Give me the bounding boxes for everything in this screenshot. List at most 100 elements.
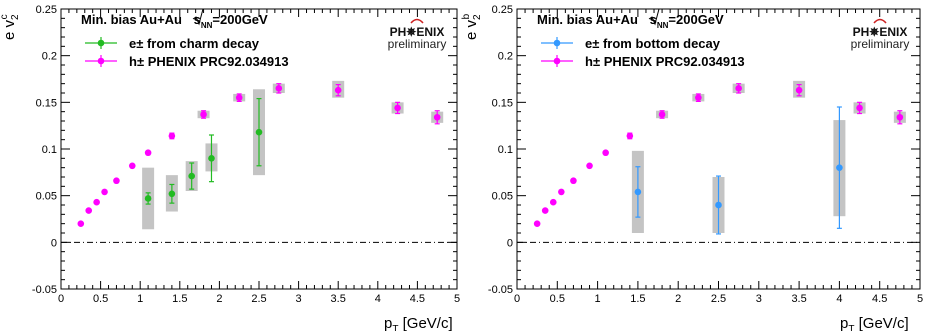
y-axis-label-sup: b: [461, 13, 472, 19]
y-axis-label: e v2b: [461, 13, 483, 40]
legend-label: h± PHENIX PRC92.034913: [129, 54, 289, 69]
y-tick-label: 0.25: [492, 4, 513, 16]
y-tick-label: 0: [507, 237, 513, 249]
sqrt-radical-icon: [648, 8, 685, 26]
y-tick-label: 0.15: [36, 97, 57, 109]
data-point: [533, 220, 541, 227]
legend-header-sqrt-sub: NN: [201, 21, 213, 30]
x-tick-label: 2.5: [711, 293, 726, 305]
data-point: [715, 201, 722, 209]
x-tick-label: 3: [296, 293, 302, 305]
data-point: [735, 85, 742, 92]
y-tick-label: 0.1: [42, 144, 57, 156]
x-tick-label: 2: [216, 293, 222, 305]
y-axis-label-main: e v: [463, 19, 480, 40]
plot-frame: [516, 8, 921, 290]
data-point: [549, 198, 557, 206]
y-tick-label: 0.2: [42, 51, 57, 63]
data-point: [658, 111, 666, 118]
legend-header-prefix: Min. bias Au+Au: [81, 12, 186, 27]
x-tick-label: 3.5: [331, 293, 346, 305]
legend-label: h± PHENIX PRC92.034913: [585, 54, 745, 69]
x-tick-label: 0.5: [93, 293, 108, 305]
phenix-logo: PH✵ENIX: [853, 25, 908, 39]
legend-marker-icon: [97, 39, 105, 47]
x-axis-label-main: p: [384, 315, 392, 331]
x-tick-label: 4.5: [872, 293, 887, 305]
data-point: [836, 164, 843, 171]
data-point: [558, 188, 565, 196]
x-axis-label-rest: [GeV/c]: [398, 315, 452, 331]
data-point: [602, 149, 609, 157]
legend-header-suffix: =200GeV: [212, 12, 268, 27]
x-tick-label: 0: [514, 293, 520, 305]
y-axis-label: e v2c: [0, 14, 21, 40]
x-axis-label: pT [GeV/c]: [384, 315, 453, 331]
data-point: [586, 162, 593, 170]
legend-marker-icon: [97, 57, 105, 65]
x-tick-label: 4.5: [410, 293, 425, 305]
data-point: [77, 220, 85, 227]
chart-panel-charm: 0 0.5 1 1.5 2 2.5 3 3.5 4 4.5 5-0.0500.050.10.150.…: [0, 4, 460, 331]
data-point: [200, 111, 207, 118]
x-tick-label: 0: [58, 293, 64, 305]
legend-header-suffix: =200GeV: [668, 12, 724, 27]
x-axis-label: pT [GeV/c]: [840, 315, 909, 331]
y-tick-label: 0: [51, 237, 57, 249]
data-point: [541, 207, 549, 214]
x-tick-label: 1.5: [630, 293, 645, 305]
data-point: [255, 128, 263, 136]
data-point: [208, 155, 215, 162]
legend-header: Min. bias Au+Au sNN=200GeV: [537, 12, 724, 30]
data-point: [235, 94, 243, 101]
phenix-logo: PH✵ENIX: [390, 25, 445, 39]
data-point: [856, 104, 863, 112]
phenix-arc-icon: [410, 18, 424, 24]
y-axis-label-sub: 2: [10, 14, 21, 20]
legend-marker-icon: [553, 39, 561, 47]
data-point: [570, 177, 577, 185]
data-point: [394, 104, 401, 112]
data-point: [795, 86, 803, 94]
legend-header-sqrt-sub: NN: [657, 21, 669, 30]
x-tick-label: 1: [137, 293, 143, 305]
legend-label: e± from charm decay: [129, 36, 260, 51]
x-axis-label-main: p: [840, 315, 848, 331]
y-tick-label: 0.05: [492, 191, 513, 203]
x-tick-label: 1.5: [172, 293, 187, 305]
legend-header-prefix: Min. bias Au+Au: [537, 12, 642, 27]
y-tick-label: 0.15: [492, 97, 513, 109]
y-tick-label: 0.25: [36, 4, 57, 16]
preliminary-label: preliminary: [388, 37, 447, 51]
data-point: [188, 172, 195, 180]
y-axis-label-sub: 2: [472, 14, 483, 20]
y-tick-label: 0.1: [498, 144, 513, 156]
x-tick-label: 5: [454, 293, 460, 305]
x-tick-label: 0.5: [550, 293, 565, 305]
data-point: [275, 85, 283, 92]
x-tick-label: 4: [836, 293, 842, 305]
preliminary-label: preliminary: [851, 37, 910, 51]
legend-header: Min. bias Au+Au sNN=200GeV: [81, 12, 268, 30]
data-point: [101, 188, 108, 196]
data-point: [695, 94, 702, 101]
y-tick-label: 0.2: [498, 51, 513, 63]
chart-panel-bottom: 0 0.5 1 1.5 2 2.5 3 3.5 4 4.5 5-0.0500.050.10.150.…: [461, 4, 923, 331]
sqrt-radical-icon: [192, 8, 229, 26]
data-point: [626, 132, 634, 140]
data-point: [896, 113, 904, 121]
y-axis-label-main: e v: [1, 19, 18, 40]
legend-label: e± from bottom decay: [585, 36, 721, 51]
data-point: [113, 177, 120, 185]
data-point: [433, 113, 441, 121]
data-point: [168, 132, 176, 140]
data-point: [85, 207, 93, 214]
data-point: [128, 162, 136, 170]
data-point: [634, 188, 642, 196]
x-tick-label: 1: [595, 293, 601, 305]
data-point: [144, 195, 152, 202]
data-point: [93, 198, 100, 206]
data-point: [334, 86, 342, 94]
x-tick-label: 4: [375, 293, 381, 305]
